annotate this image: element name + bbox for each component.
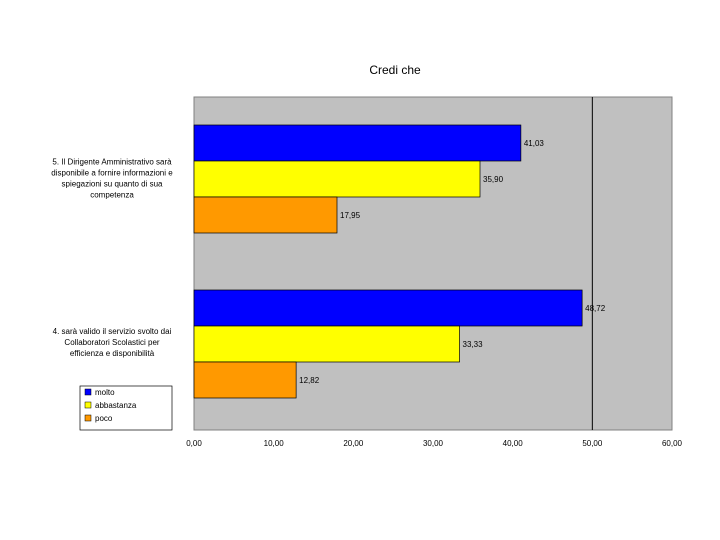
x-tick-label: 30,00 [423,439,444,448]
legend-label-molto: molto [95,388,115,397]
category-label-1: 5. Il Dirigente Amministrativo sarà dispo… [51,158,173,200]
bar-poco-1 [193,196,338,234]
category-label-2: 4. sarà valido il servizio svolto dai Col… [53,327,172,358]
data-label-poco-1: 17,95 [340,211,361,220]
legend-label-poco: poco [95,414,113,423]
data-label-abbastanza-1: 35,90 [483,175,504,184]
x-tick-label: 10,00 [264,439,285,448]
x-tick-label: 40,00 [503,439,524,448]
bar-poco-2 [193,361,297,399]
bar-abbastanza-1 [193,160,481,198]
data-label-molto-1: 41,03 [524,139,545,148]
x-tick-label: 50,00 [582,439,603,448]
legend-swatch-molto [84,388,92,396]
legend-swatch-poco [84,414,92,422]
x-tick-label: 60,00 [662,439,683,448]
bar-molto-2 [193,289,583,327]
legend-label-abbastanza: abbastanza [95,401,137,410]
data-label-abbastanza-2: 33,33 [463,340,484,349]
data-label-poco-2: 12,82 [299,376,320,385]
x-tick-label: 0,00 [186,439,202,448]
x-tick-label: 20,00 [343,439,364,448]
bar-molto-1 [193,124,522,162]
bar-abbastanza-2 [193,325,460,363]
chart-title: Credi che [369,63,421,77]
data-label-molto-2: 48,72 [585,304,606,313]
legend-swatch-abbastanza [84,401,92,409]
legend [79,385,173,431]
